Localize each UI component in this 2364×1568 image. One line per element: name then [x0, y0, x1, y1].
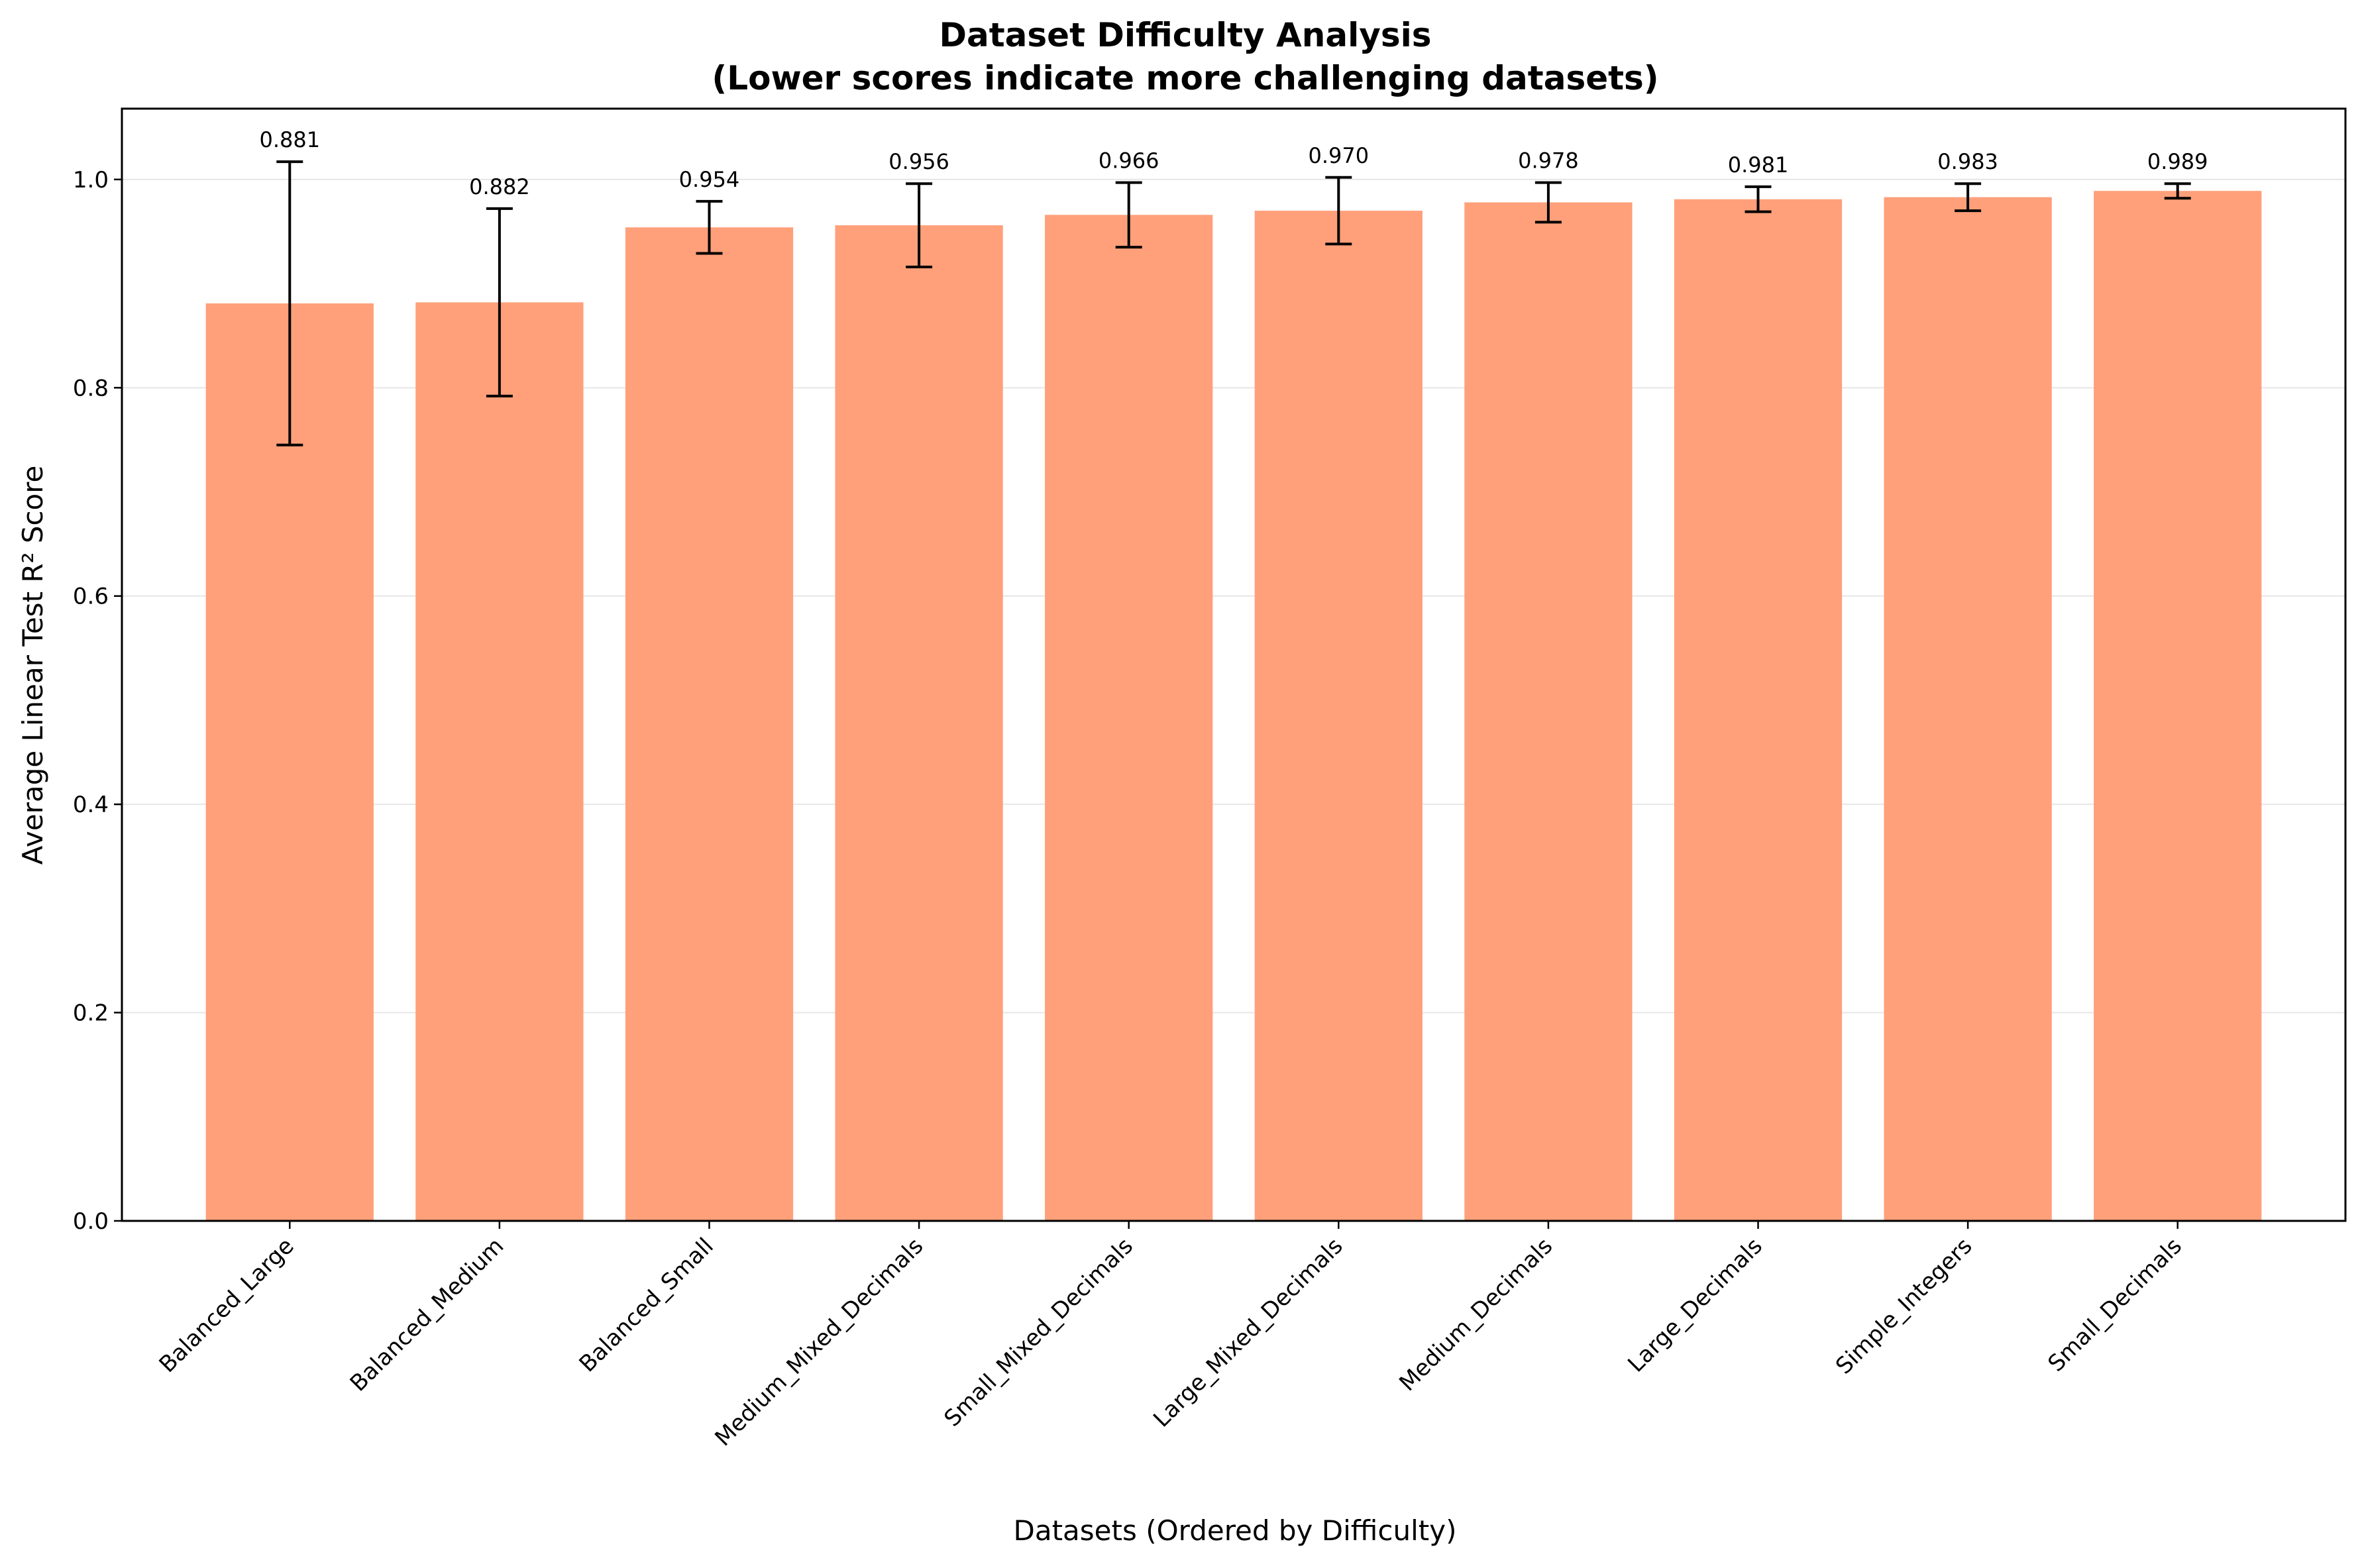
y-tick-label: 0.2	[73, 1000, 109, 1027]
y-axis-label: Average Linear Test R² Score	[17, 466, 49, 865]
x-tick-label: Balanced_Small	[574, 1233, 719, 1377]
x-tick-label: Large_Decimals	[1623, 1233, 1768, 1378]
value-label: 0.981	[1728, 152, 1789, 178]
value-label: 0.978	[1518, 148, 1579, 174]
x-axis-ticks: Balanced_Large Balanced_Medium Balanced_Sm…	[154, 1221, 2187, 1451]
bar	[1254, 211, 1423, 1221]
x-tick-label: Medium_Mixed_Decimals	[710, 1233, 928, 1451]
x-axis-label: Datasets (Ordered by Difficulty)	[1014, 1514, 1457, 1547]
bar	[1045, 215, 1213, 1221]
x-tick-label: Large_Mixed_Decimals	[1148, 1233, 1348, 1432]
bar	[1674, 199, 1843, 1221]
plot-frame	[121, 107, 2347, 1222]
value-label: 0.956	[888, 149, 949, 174]
y-tick-label: 0.4	[73, 792, 109, 818]
y-tick-label: 0.0	[73, 1208, 109, 1235]
y-tick-label: 1.0	[73, 167, 109, 193]
x-tick-label: Balanced_Medium	[345, 1233, 510, 1397]
value-label: 0.881	[259, 127, 320, 152]
x-tick-label: Small_Mixed_Decimals	[939, 1233, 1138, 1432]
value-label: 0.989	[2147, 149, 2208, 174]
value-label: 0.970	[1308, 143, 1369, 168]
x-tick-label: Medium_Decimals	[1394, 1233, 1558, 1396]
y-axis-ticks: 0.0 0.2 0.4 0.6 0.8 1.0	[73, 167, 122, 1235]
bar	[415, 302, 584, 1221]
bar	[625, 227, 794, 1221]
x-tick-label: Balanced_Large	[154, 1233, 299, 1378]
x-tick-label: Small_Decimals	[2043, 1233, 2187, 1377]
y-tick-label: 0.6	[73, 584, 109, 610]
chart-title-line2: (Lower scores indicate more challenging …	[712, 59, 1658, 97]
bar-layer	[205, 191, 2262, 1222]
bar	[835, 225, 1003, 1221]
value-label: 0.882	[469, 174, 530, 199]
value-label-layer: 0.881 0.882 0.954 0.956 0.966 0.970 0.978 0.981…	[259, 127, 2208, 199]
bar	[1464, 202, 1633, 1221]
y-tick-label: 0.8	[73, 375, 109, 401]
value-label: 0.983	[1937, 149, 1998, 174]
bar	[1884, 197, 2052, 1221]
value-label: 0.966	[1099, 148, 1159, 174]
chart-title-line1: Dataset Difficulty Analysis	[940, 16, 1432, 54]
bar	[2094, 191, 2262, 1221]
x-tick-label: Simple_Integers	[1831, 1233, 1977, 1379]
bar	[205, 303, 374, 1222]
value-label: 0.954	[679, 167, 740, 192]
error-bar-layer	[276, 160, 2191, 446]
